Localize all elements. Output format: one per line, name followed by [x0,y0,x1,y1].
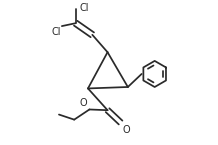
Text: O: O [123,125,130,135]
Text: Cl: Cl [52,27,61,37]
Text: Cl: Cl [79,3,89,13]
Text: O: O [80,98,87,108]
